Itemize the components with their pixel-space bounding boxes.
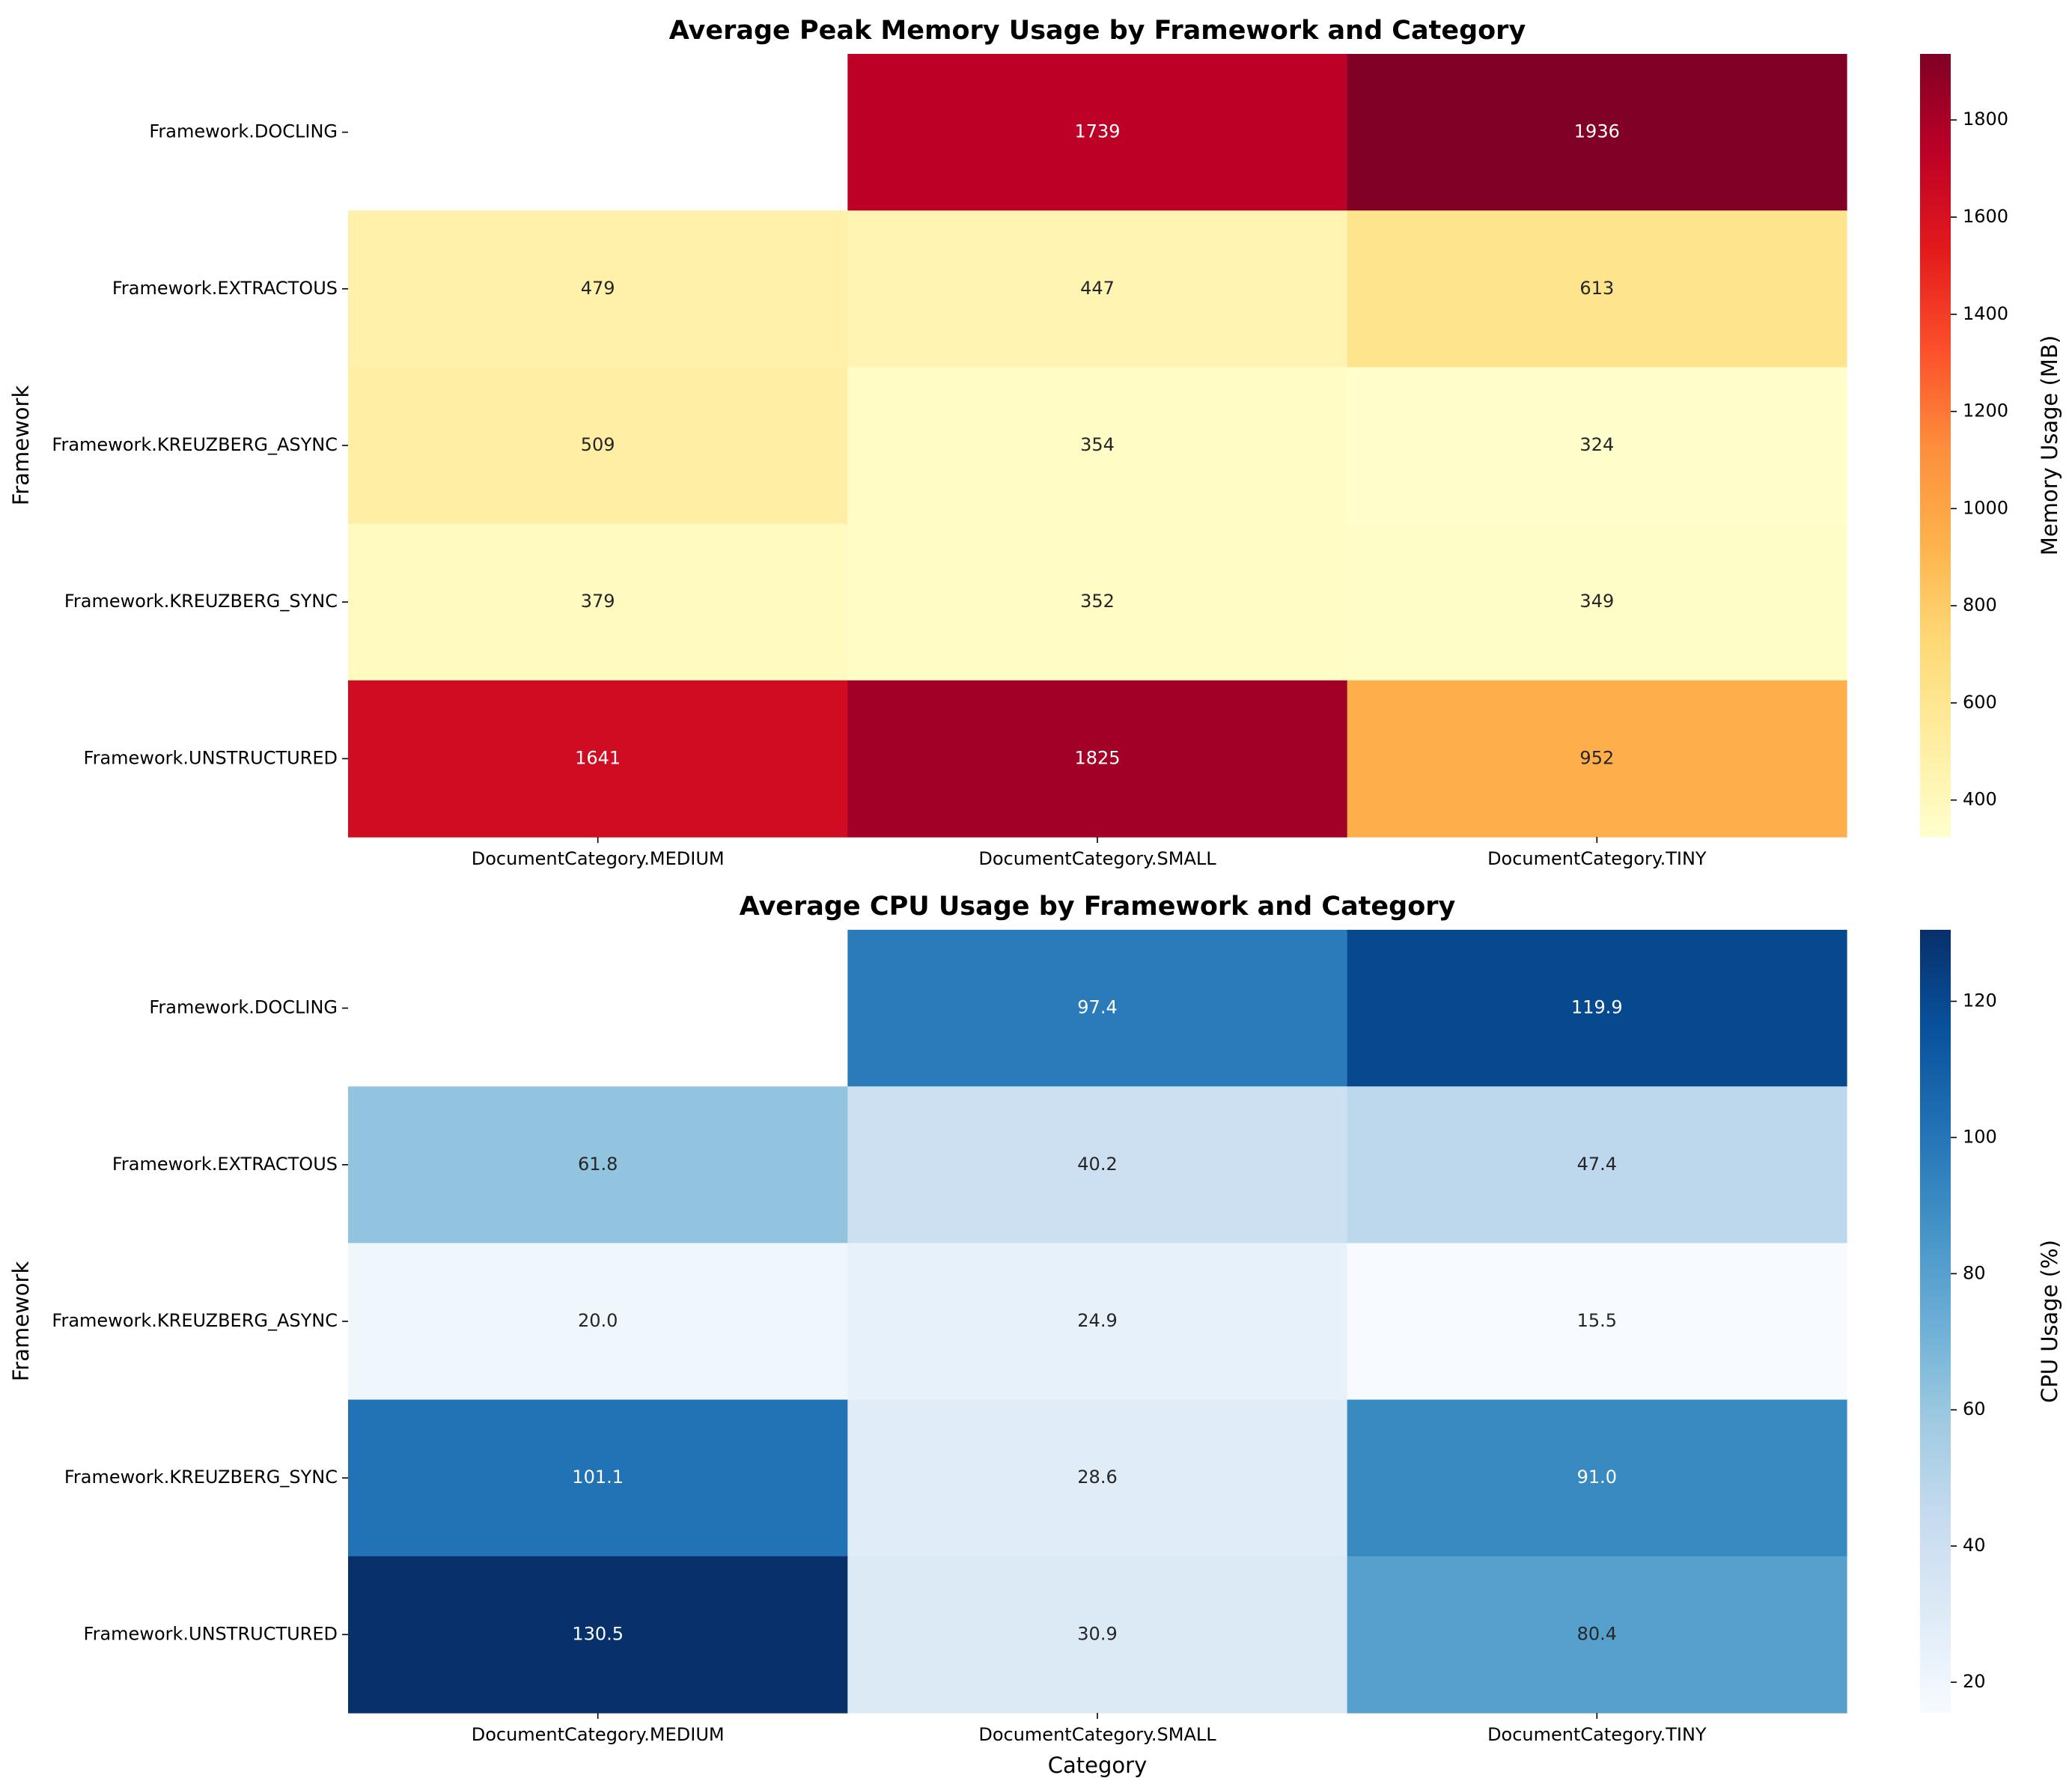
heatmap-cell xyxy=(348,523,848,681)
x-tick-label: DocumentCategory.TINY xyxy=(1487,848,1707,869)
x-tick-label: DocumentCategory.SMALL xyxy=(978,848,1216,869)
cell-value-label: 28.6 xyxy=(1077,1467,1117,1488)
cell-value-label: 1641 xyxy=(575,747,621,768)
x-tick-label: DocumentCategory.MEDIUM xyxy=(472,848,725,869)
cell-value-label: 101.1 xyxy=(572,1467,624,1488)
cell-value-label: 349 xyxy=(1579,591,1614,612)
heatmap-cell xyxy=(1347,523,1847,681)
colorbar-tick-label: 100 xyxy=(1963,1126,1997,1147)
heatmap-cell xyxy=(1347,54,1847,211)
colorbar-tick-label: 1200 xyxy=(1963,401,2008,421)
heatmap-cell xyxy=(1347,930,1847,1087)
heatmap-cell xyxy=(348,210,848,368)
cell-value-label: 119.9 xyxy=(1571,997,1623,1018)
heatmap-cell xyxy=(847,930,1348,1087)
cell-value-label: 379 xyxy=(581,591,615,612)
y-tick-label: Framework.DOCLING xyxy=(149,997,338,1018)
y-tick-label: Framework.KREUZBERG_ASYNC xyxy=(52,434,338,455)
colorbar-tick-label: 600 xyxy=(1963,692,1997,713)
y-tick-label: Framework.KREUZBERG_SYNC xyxy=(64,1467,338,1488)
y-tick-label: Framework.EXTRACTOUS xyxy=(112,278,338,299)
cell-value-label: 97.4 xyxy=(1077,997,1117,1018)
heatmap-cell xyxy=(847,210,1348,368)
colorbar-tick-label: 1400 xyxy=(1963,303,2008,324)
cell-value-label: 352 xyxy=(1080,591,1115,612)
heatmap-cell xyxy=(1347,367,1847,525)
x-tick-label: DocumentCategory.MEDIUM xyxy=(472,1724,725,1745)
colorbar-tick-label: 80 xyxy=(1963,1262,1986,1283)
x-axis-label: Category xyxy=(1048,1753,1147,1778)
cell-value-label: 61.8 xyxy=(578,1154,618,1175)
heatmap-cell xyxy=(1347,1086,1847,1243)
heatmap-cell xyxy=(847,1243,1348,1401)
cell-value-label: 130.5 xyxy=(572,1623,624,1644)
y-tick-label: Framework.KREUZBERG_SYNC xyxy=(64,591,338,612)
y-tick-label: Framework.UNSTRUCTURED xyxy=(84,747,338,768)
y-tick-label: Framework.DOCLING xyxy=(149,121,338,142)
cell-value-label: 952 xyxy=(1579,747,1614,768)
heatmap-cell xyxy=(348,1086,848,1243)
cell-value-label: 324 xyxy=(1579,434,1614,455)
heatmap-cell xyxy=(348,680,848,838)
cell-value-label: 613 xyxy=(1579,278,1614,299)
heatmap-cell xyxy=(847,367,1348,525)
cell-value-label: 1739 xyxy=(1074,121,1120,142)
cell-value-label: 47.4 xyxy=(1577,1154,1617,1175)
heatmap-cell xyxy=(348,1556,848,1714)
cell-value-label: 1825 xyxy=(1074,747,1120,768)
cell-value-label: 30.9 xyxy=(1077,1623,1117,1644)
heatmap-cell xyxy=(1347,1243,1847,1401)
cell-value-label: 24.9 xyxy=(1077,1310,1117,1331)
heatmap-cell xyxy=(348,1243,848,1401)
cell-value-label: 447 xyxy=(1080,278,1115,299)
colorbar-tick-label: 60 xyxy=(1963,1398,1986,1419)
colorbar-tick-label: 20 xyxy=(1963,1671,1986,1692)
colorbar xyxy=(1920,54,1951,837)
heatmap-cell xyxy=(1347,1399,1847,1557)
colorbar-tick-label: 40 xyxy=(1963,1535,1986,1556)
heatmap-cell xyxy=(847,1086,1348,1243)
heatmap-cell xyxy=(1347,680,1847,838)
cell-value-label: 80.4 xyxy=(1577,1623,1617,1644)
heatmap-cell xyxy=(847,54,1348,211)
heatmap-cell xyxy=(847,1556,1348,1714)
cell-value-label: 479 xyxy=(581,278,615,299)
colorbar xyxy=(1920,930,1951,1713)
colorbar-tick-label: 120 xyxy=(1963,990,1997,1011)
cell-value-label: 1936 xyxy=(1574,121,1620,142)
heatmap-cell xyxy=(348,1399,848,1557)
heatmap-cell xyxy=(847,523,1348,681)
colorbar-tick-label: 400 xyxy=(1963,789,1997,810)
cell-value-label: 40.2 xyxy=(1077,1154,1117,1175)
cell-value-label: 91.0 xyxy=(1577,1467,1617,1488)
heatmap-cell xyxy=(348,367,848,525)
heatmap-cell xyxy=(1347,1556,1847,1714)
colorbar-tick-label: 1600 xyxy=(1963,206,2008,227)
chart-title: Average CPU Usage by Framework and Categ… xyxy=(740,892,1456,922)
y-tick-label: Framework.EXTRACTOUS xyxy=(112,1154,338,1175)
heatmap-cell xyxy=(1347,210,1847,368)
y-axis-label: Framework xyxy=(8,386,34,506)
x-tick-label: DocumentCategory.TINY xyxy=(1487,1724,1707,1745)
x-tick-label: DocumentCategory.SMALL xyxy=(978,1724,1216,1745)
colorbar-label: CPU Usage (%) xyxy=(2037,1240,2062,1403)
cell-value-label: 15.5 xyxy=(1577,1310,1617,1331)
colorbar-label: Memory Usage (MB) xyxy=(2037,335,2062,555)
heatmap-cell xyxy=(847,1399,1348,1557)
colorbar-tick-label: 1000 xyxy=(1963,497,2008,518)
colorbar-tick-label: 800 xyxy=(1963,594,1997,615)
heatmap-cell xyxy=(847,680,1348,838)
y-tick-label: Framework.UNSTRUCTURED xyxy=(84,1623,338,1644)
chart-title: Average Peak Memory Usage by Framework a… xyxy=(669,16,1526,46)
cell-value-label: 20.0 xyxy=(578,1310,618,1331)
cell-value-label: 354 xyxy=(1080,434,1115,455)
y-axis-label: Framework xyxy=(8,1261,34,1382)
cell-value-label: 509 xyxy=(581,434,615,455)
colorbar-tick-label: 1800 xyxy=(1963,109,2008,130)
y-tick-label: Framework.KREUZBERG_ASYNC xyxy=(52,1310,338,1331)
